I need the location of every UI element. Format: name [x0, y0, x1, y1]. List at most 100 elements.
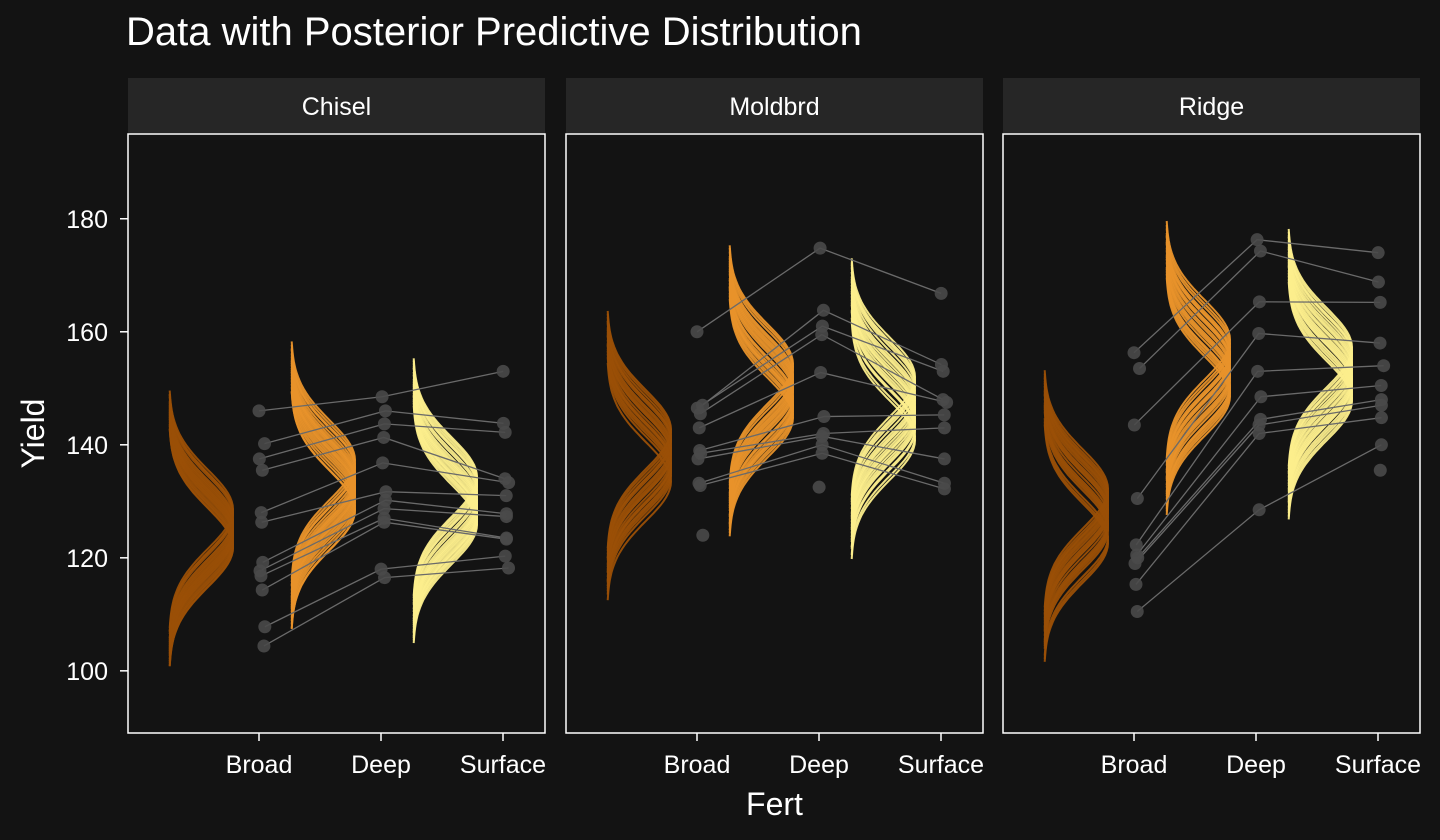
observed-point	[817, 410, 831, 424]
ppd-broad-group	[168, 390, 235, 667]
observed-point	[937, 452, 951, 466]
ppd-broad-group	[1043, 370, 1110, 662]
observed-point	[498, 549, 512, 563]
ppd-curve	[168, 410, 235, 648]
observed-point	[934, 286, 948, 300]
observed-point	[1252, 295, 1266, 309]
ppd-curve	[1287, 246, 1354, 484]
observed-point	[1251, 364, 1265, 378]
observed-point	[940, 395, 954, 409]
ppd-curve	[1287, 231, 1354, 470]
ppd-curve	[412, 395, 479, 633]
observed-point	[1133, 362, 1147, 376]
facet-label-ridge: Ridge	[1179, 93, 1244, 121]
ppd-curve	[1287, 275, 1354, 514]
y-tick-label: 140	[66, 432, 108, 460]
ppd-deep-group	[728, 245, 795, 537]
chart-title: Data with Posterior Predictive Distribut…	[126, 10, 862, 54]
ppd-curve	[290, 370, 357, 608]
ppd-curve	[290, 391, 357, 630]
y-tick-label: 180	[66, 206, 108, 234]
observed-point	[499, 510, 513, 524]
observed-point	[252, 452, 266, 466]
observed-point	[498, 425, 512, 439]
panel-border	[565, 133, 984, 734]
observed-point	[499, 489, 513, 503]
observed-point	[377, 502, 391, 516]
ppd-curve	[412, 363, 479, 601]
observed-point	[1130, 605, 1144, 619]
ppd-curve	[728, 258, 795, 496]
observed-point	[252, 404, 266, 418]
observed-point	[375, 390, 389, 404]
observed-point	[1252, 427, 1266, 440]
ppd-curve	[850, 291, 917, 529]
facet-strip	[1003, 78, 1420, 133]
observed-point	[1371, 275, 1385, 289]
observed-point	[378, 571, 392, 585]
observed-point	[255, 463, 269, 477]
ppd-curve	[606, 310, 673, 549]
ppd-curve	[168, 425, 235, 663]
observed-point	[813, 241, 827, 255]
ppd-curve	[606, 320, 673, 559]
observed-point	[1129, 577, 1143, 591]
ppd-curve	[412, 383, 479, 622]
ppd-curve	[606, 353, 673, 592]
observed-point	[937, 421, 951, 435]
ppd-curve	[728, 287, 795, 525]
ppd-curve	[728, 248, 795, 486]
observed-point	[1130, 491, 1144, 505]
ppd-curve	[1165, 220, 1232, 459]
observed-point	[502, 476, 516, 490]
observed-point	[1250, 233, 1264, 247]
observed-point	[937, 482, 951, 496]
ppd-curve	[168, 393, 235, 632]
ppd-curve	[850, 299, 917, 537]
x-tick-label: Surface	[460, 751, 546, 779]
ppd-curve	[1043, 373, 1110, 611]
x-tick-label: Deep	[1226, 751, 1286, 779]
observed-point	[499, 532, 513, 546]
ppd-curve	[1165, 256, 1232, 495]
ppd-broad-group	[606, 310, 673, 601]
ppd-curve	[606, 344, 673, 582]
observed-point	[690, 325, 704, 339]
observed-point	[258, 437, 272, 451]
observed-point	[255, 515, 269, 529]
ppd-deep-group	[290, 341, 357, 630]
ppd-surface-group	[850, 258, 917, 560]
ppd-curve	[290, 348, 357, 586]
ppd-curve	[850, 271, 917, 510]
observed-point	[696, 528, 710, 542]
ppd-curve	[290, 377, 357, 615]
observed-point	[1374, 411, 1388, 425]
observed-point	[691, 452, 705, 466]
x-tick-label: Broad	[226, 751, 293, 779]
observed-point	[815, 446, 829, 460]
y-tick-label: 100	[66, 658, 108, 686]
observed-point	[378, 404, 392, 418]
ppd-curve	[1043, 391, 1110, 629]
observed-point	[1129, 538, 1143, 552]
observed-point	[814, 365, 828, 379]
observed-point	[1127, 346, 1141, 360]
ppd-curve	[850, 321, 917, 560]
observed-point	[376, 456, 390, 470]
observed-point	[1374, 398, 1388, 412]
ppd-curve	[850, 309, 917, 548]
ppd-deep-group	[1165, 220, 1232, 515]
y-tick-label: 160	[66, 319, 108, 347]
observed-point	[257, 639, 271, 653]
panel-border	[127, 133, 546, 734]
observed-point	[1254, 390, 1268, 404]
ppd-curve	[606, 362, 673, 601]
observed-point	[377, 417, 391, 431]
x-tick-label: Broad	[1101, 751, 1168, 779]
observed-point	[377, 515, 391, 529]
x-tick-label: Deep	[789, 751, 849, 779]
observed-point	[1253, 244, 1267, 258]
x-tick-label: Surface	[1335, 751, 1421, 779]
observed-point	[1127, 418, 1141, 432]
observed-point	[1252, 503, 1266, 517]
